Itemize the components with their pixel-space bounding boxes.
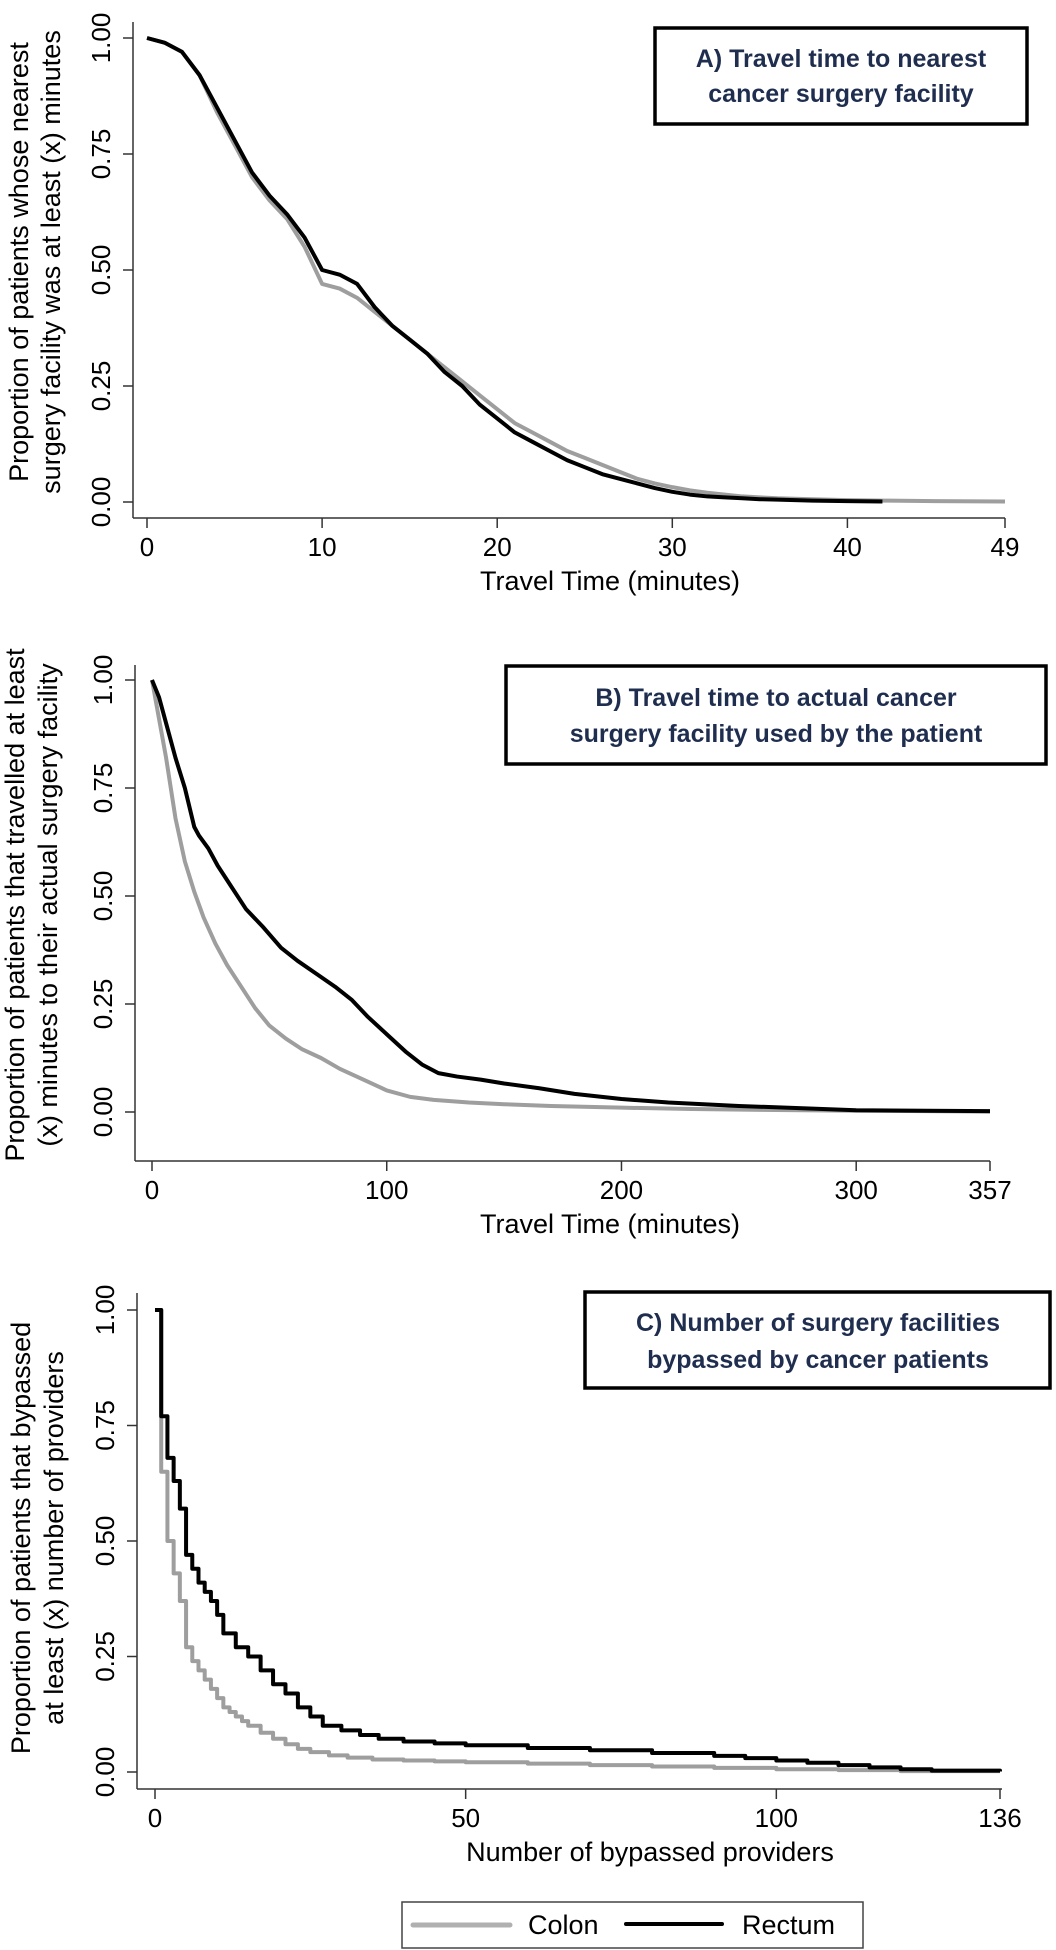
y-tick-label: 0.75 [90,1400,120,1451]
x-tick-label: 30 [658,532,687,562]
panel-b-series [150,679,991,1114]
y-tick-label: 0.25 [90,1631,120,1682]
panel-c-yticks: 0.00 0.25 0.50 0.75 1.00 [90,1285,137,1798]
x-tick-label: 100 [755,1803,798,1833]
panel-b-ylabel-line1: Proportion of patients that travelled at… [0,648,30,1162]
panel-a-ylabel-line1: Proportion of patients whose nearest [4,42,34,482]
x-tick-label: 200 [600,1175,643,1205]
y-tick-label: 0.00 [90,1747,120,1798]
y-tick-label: 0.50 [90,1516,120,1567]
colon-series-line [155,1308,1002,1774]
panel-b-ylabel-line2: (x) minutes to their actual surgery faci… [33,663,63,1147]
x-tick-label: 357 [968,1175,1011,1205]
y-tick-label: 0.75 [88,763,118,814]
rectum-series-line [146,36,883,504]
panel-a-series [146,36,1006,504]
panel-c-series [155,1308,1002,1774]
panel-c: Proportion of patients that bypassed at … [6,1285,1052,1867]
x-tick-label: 100 [365,1175,408,1205]
x-tick-label: 20 [483,532,512,562]
panel-b-xticks: 0 100 200 300 357 [145,1161,1012,1205]
y-tick-label: 0.00 [88,1087,118,1138]
panel-c-ylabel-line1: Proportion of patients that bypassed [6,1322,36,1754]
legend-colon-label: Colon [528,1910,599,1940]
x-tick-label: 300 [835,1175,878,1205]
panel-b-title-box [504,664,1048,766]
legend: Colon Rectum [401,1901,864,1949]
colon-series-line [150,679,991,1114]
panel-c-title-line1: C) Number of surgery facilities [636,1309,1000,1337]
panel-a-xlabel: Travel Time (minutes) [480,566,740,596]
panel-b-title-line2: surgery facility used by the patient [570,720,983,748]
panel-a-title-line2: cancer surgery facility [708,80,974,108]
legend-rectum-label: Rectum [742,1910,835,1940]
panel-a-xticks: 0 10 20 30 40 49 [140,518,1020,562]
panel-b: Proportion of patients that travelled at… [0,648,1048,1239]
panel-b-yticks: 0.00 0.25 0.50 0.75 1.00 [88,655,135,1138]
panel-c-title-line2: bypassed by cancer patients [647,1346,989,1374]
panel-b-title-line1: B) Travel time to actual cancer [595,684,957,712]
y-tick-label: 1.00 [90,1285,120,1336]
rectum-series-line [155,1308,1002,1773]
x-tick-label: 0 [148,1803,162,1833]
y-tick-label: 0.25 [88,979,118,1030]
y-tick-label: 0.25 [86,361,116,412]
panel-a-ylabel-line2: surgery facility was at least (x) minute… [36,30,66,494]
x-tick-label: 10 [308,532,337,562]
y-tick-label: 0.50 [86,245,116,296]
panel-a-title-line1: A) Travel time to nearest [696,45,987,73]
y-tick-label: 1.00 [88,655,118,706]
panel-a: Proportion of patients whose nearest sur… [4,13,1029,596]
x-tick-label: 136 [978,1803,1021,1833]
rectum-series-line [150,679,991,1114]
panel-c-xlabel: Number of bypassed providers [466,1837,834,1867]
x-tick-label: 49 [991,532,1020,562]
x-tick-label: 0 [145,1175,159,1205]
x-tick-label: 0 [140,532,154,562]
panel-a-yticks: 0.00 0.25 0.50 0.75 1.00 [86,13,133,528]
panel-c-title-box [583,1290,1052,1390]
panel-c-ylabel-line2: at least (x) number of providers [39,1351,69,1725]
panel-c-xticks: 0 50 100 136 [148,1789,1022,1833]
y-tick-label: 0.00 [86,477,116,528]
panel-a-title-box [653,26,1029,126]
x-tick-label: 50 [451,1803,480,1833]
y-tick-label: 0.75 [86,129,116,180]
x-tick-label: 40 [833,532,862,562]
y-tick-label: 0.50 [88,871,118,922]
y-tick-label: 1.00 [86,13,116,64]
panel-b-xlabel: Travel Time (minutes) [480,1209,740,1239]
